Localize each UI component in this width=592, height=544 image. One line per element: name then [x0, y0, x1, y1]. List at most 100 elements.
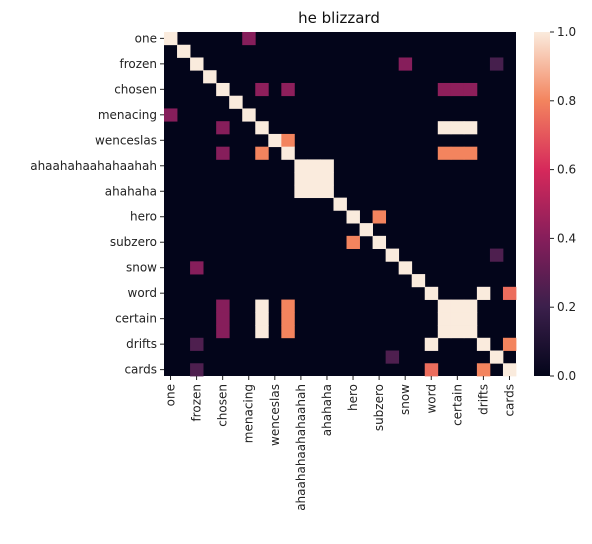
heatmap-cell — [502, 337, 517, 351]
y-tick-label: menacing — [98, 108, 157, 122]
heatmap-cell — [463, 146, 478, 160]
x-tick-label: subzero — [372, 384, 386, 431]
colorbar-tick-label: 0.0 — [557, 369, 576, 383]
heatmap-cell — [463, 312, 478, 326]
y-tick-label: one — [135, 31, 157, 45]
x-tick-label: hero — [346, 384, 360, 411]
heatmap-cell — [450, 299, 465, 313]
heatmap-cell — [216, 146, 230, 160]
heatmap-cell — [346, 210, 360, 224]
y-tick-label: cards — [124, 363, 157, 377]
y-tick-label: wenceslas — [95, 133, 157, 147]
heatmap-cell — [437, 82, 452, 97]
heatmap-cell — [216, 325, 230, 339]
chart-title: he blizzard — [298, 9, 380, 27]
heatmap-cell — [437, 299, 452, 313]
x-tick-label: wenceslas — [268, 384, 282, 446]
heatmap-cell — [450, 312, 465, 326]
heatmap-cell — [437, 312, 452, 326]
y-axis: one frozen chosen menacing wenceslas ahaahaha… — [30, 31, 164, 377]
heatmap-cell — [476, 363, 491, 377]
x-tick-label: chosen — [216, 384, 230, 427]
heatmap-cell — [398, 57, 413, 71]
x-tick-label: cards — [502, 384, 516, 417]
heatmap-cell — [333, 197, 347, 211]
heatmap-cell — [177, 44, 191, 58]
heatmap-cell — [320, 172, 334, 186]
heatmap-cell — [229, 95, 243, 109]
heatmap-cell — [190, 363, 204, 377]
heatmap-cell — [502, 363, 517, 377]
heatmap-cell — [242, 108, 256, 122]
heatmap-cell — [437, 325, 452, 339]
heatmap-cell — [320, 184, 334, 199]
y-tick-label: chosen — [114, 82, 157, 96]
heatmap-cell — [281, 325, 295, 339]
heatmap-cell — [294, 159, 308, 173]
heatmap-cell — [372, 210, 387, 224]
heatmap-cell — [476, 337, 491, 351]
heatmap-cell — [450, 146, 465, 160]
x-tick-label: menacing — [242, 384, 256, 443]
y-tick-label: ahaahahaahahaahah — [30, 159, 157, 173]
heatmap-cell — [346, 235, 360, 249]
x-tick-label: frozen — [190, 384, 204, 422]
heatmap-cell — [281, 82, 295, 97]
y-tick-label: drifts — [126, 337, 157, 351]
heatmap-cell — [307, 184, 321, 199]
heatmap-cell — [255, 121, 269, 135]
x-axis: one frozen chosen menacing wenceslas ahaahaha… — [164, 376, 516, 511]
heatmap-cell — [294, 172, 308, 186]
y-tick-label: frozen — [119, 57, 157, 71]
y-tick-label: hero — [130, 210, 157, 224]
heatmap-cell — [463, 82, 478, 97]
x-tick-label: drifts — [476, 384, 490, 415]
heatmap-cell — [359, 223, 373, 237]
colorbar-gradient — [534, 32, 550, 376]
heatmap-cell — [190, 57, 204, 71]
y-tick-label: certain — [115, 312, 157, 326]
heatmap-cell — [281, 133, 295, 148]
heatmap-cell — [216, 299, 230, 313]
heatmap-cell — [255, 82, 269, 97]
heatmap-cell — [489, 350, 504, 364]
heatmap-cell — [281, 146, 295, 160]
heatmap-cell — [450, 325, 465, 339]
heatmap-cell — [437, 146, 452, 160]
heatmap-cell — [450, 121, 465, 135]
heatmap-cell — [294, 184, 308, 199]
heatmap-cell — [424, 363, 439, 377]
colorbar-tick-label: 0.4 — [557, 231, 576, 245]
heatmap-cell — [216, 82, 230, 97]
heatmap-cell — [463, 121, 478, 135]
heatmap-cell — [463, 325, 478, 339]
heatmap-cell — [255, 146, 269, 160]
heatmap-cell — [190, 261, 204, 275]
colorbar-tick-label: 0.8 — [557, 94, 576, 108]
y-tick-label: word — [128, 286, 158, 300]
y-tick-label: subzero — [110, 235, 157, 249]
heatmap-cell — [307, 159, 321, 173]
heatmap-cell — [463, 299, 478, 313]
x-tick-label: snow — [398, 384, 412, 415]
heatmap-cell — [372, 235, 387, 249]
heatmap-cell — [385, 350, 400, 364]
x-tick-label: one — [164, 384, 178, 406]
heatmap-cell — [255, 299, 269, 313]
heatmap-cell — [281, 299, 295, 313]
x-tick-label: word — [424, 384, 438, 414]
x-tick-label: ahahaha — [320, 384, 334, 436]
heatmap-cell — [411, 274, 426, 288]
x-tick-label: ahaahahaahahaahah — [294, 384, 308, 511]
heatmap-cell — [164, 32, 178, 46]
colorbar-tick-label: 1.0 — [557, 25, 576, 39]
heatmap-cell — [489, 57, 504, 71]
heatmap-cell — [398, 261, 413, 275]
heatmap-cell — [190, 337, 204, 351]
heatmap-cell — [307, 172, 321, 186]
heatmap-cell — [242, 32, 256, 46]
colorbar: 0.0 0.2 0.4 0.6 0.8 1.0 — [534, 25, 576, 383]
heatmap-cell — [502, 286, 517, 300]
heatmap-cell — [281, 312, 295, 326]
